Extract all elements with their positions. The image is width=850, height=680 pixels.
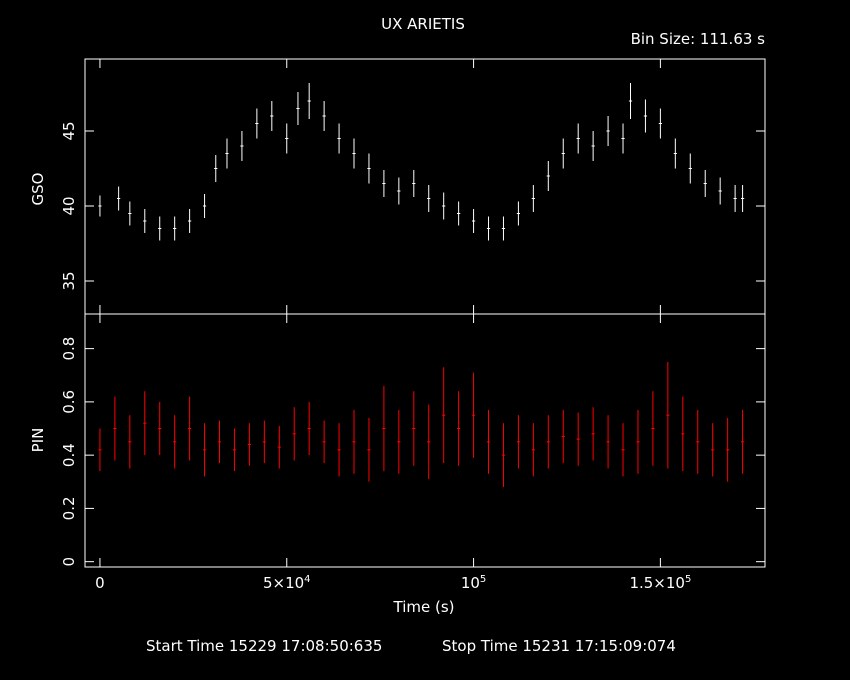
pin-y-tick-label: 0.4: [60, 443, 78, 467]
stop-time-label: Stop Time 15231 17:15:09:074: [442, 637, 676, 655]
pin-frame: [84, 313, 766, 568]
pin-y-tick-label: 0.6: [60, 390, 78, 414]
time-axis-label: Time (s): [393, 598, 455, 616]
x-tick-label-base: 5×10: [263, 574, 304, 592]
x-tick-label: 1.5×105: [629, 574, 691, 592]
gso-y-tick-label: 45: [60, 121, 78, 140]
start-time-label: Start Time 15229 17:08:50:635: [146, 637, 382, 655]
x-tick-label-exp: 5: [685, 574, 691, 585]
gso-y-tick-label: 40: [60, 196, 78, 215]
gso-panel: 35 40 45: [60, 58, 766, 315]
gso-frame: [84, 58, 766, 315]
pin-panel: 00.20.40.60.80 5×104 105 1.5×105: [60, 313, 766, 592]
gso-y-tick-label: 35: [60, 271, 78, 290]
pin-y-tick-label: 0.2: [60, 496, 78, 520]
x-tick-label-base: 1.5×10: [629, 574, 685, 592]
chart-title: UX ARIETIS: [381, 15, 465, 33]
pin-axis-label: PIN: [29, 428, 47, 453]
pin-y-tick-label: 0.8: [60, 337, 78, 361]
gso-axis-label: GSO: [29, 173, 47, 206]
x-tick-label-exp: 4: [304, 574, 310, 585]
x-tick-label-base: 0: [95, 574, 105, 592]
pin-y-tick-label: 0: [60, 557, 78, 567]
x-tick-label: 5×104: [263, 574, 311, 592]
bin-size-label: Bin Size: 111.63 s: [631, 30, 766, 48]
x-tick-label: 0: [95, 574, 105, 592]
x-tick-label-exp: 5: [480, 574, 486, 585]
x-tick-label: 105: [461, 574, 486, 592]
x-tick-label-base: 10: [461, 574, 480, 592]
